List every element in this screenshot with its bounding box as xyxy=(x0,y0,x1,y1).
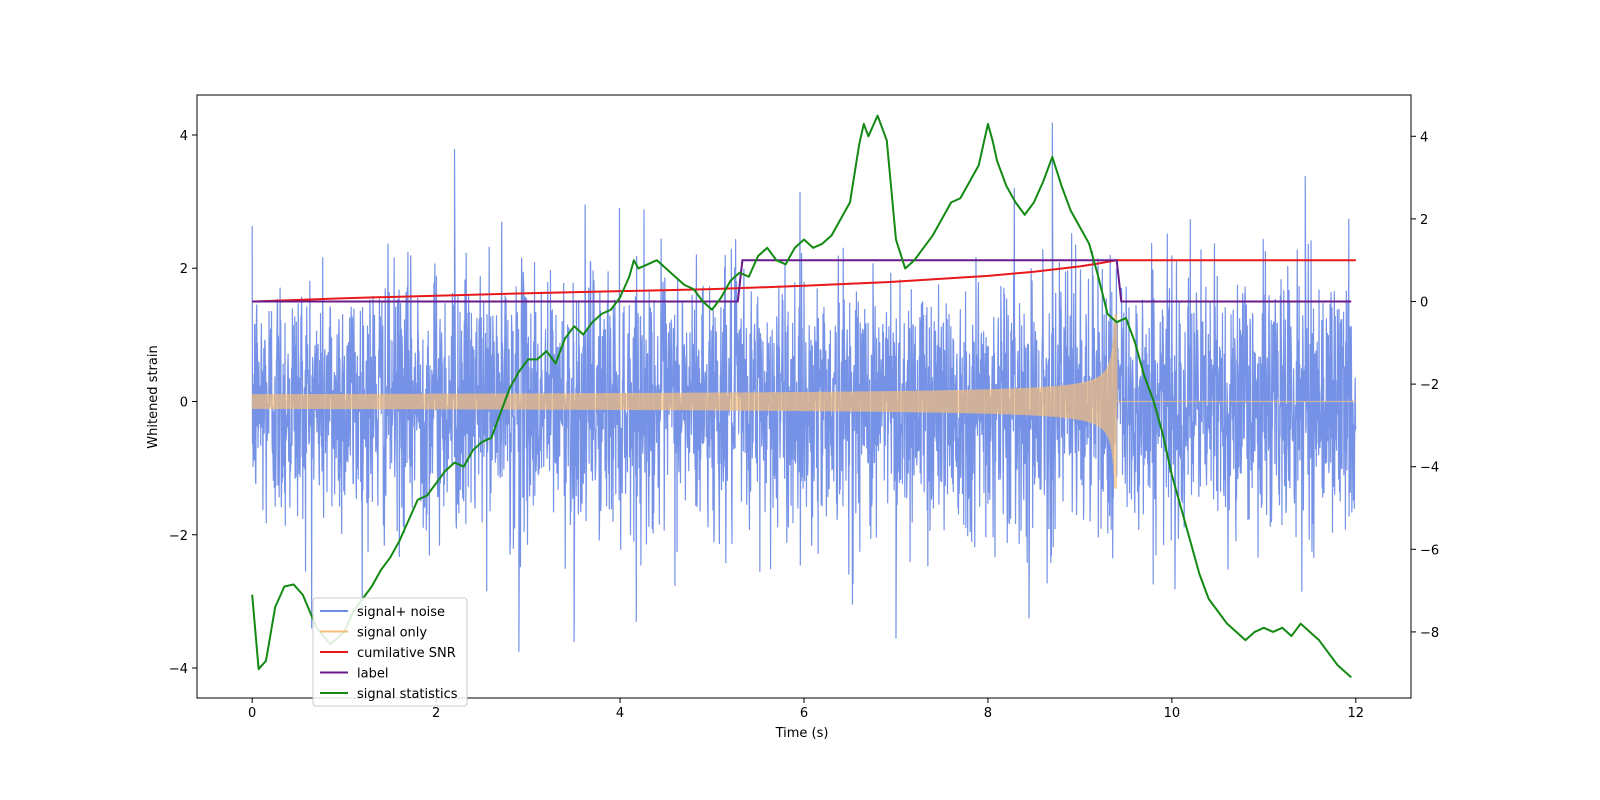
x-tick-label: 4 xyxy=(616,706,624,721)
y2-tick-label: −6 xyxy=(1420,543,1439,558)
x-tick-label: 6 xyxy=(800,706,808,721)
legend-item-signal-statistics: signal statistics xyxy=(320,687,458,702)
legend-item-label: label xyxy=(320,667,388,682)
legend-item-cumilative-snr: cumilative SNR xyxy=(320,646,456,661)
legend-label: cumilative SNR xyxy=(357,646,456,661)
legend-label: label xyxy=(357,667,388,682)
y-tick-label: 2 xyxy=(180,262,188,277)
legend-item-signal-only: signal only xyxy=(320,626,427,641)
y2-tick-label: 4 xyxy=(1420,130,1428,145)
legend-item-signal-noise: signal+ noise xyxy=(320,605,445,620)
legend-label: signal+ noise xyxy=(357,605,445,620)
series-label xyxy=(252,259,1352,303)
x-axis-label: Time (s) xyxy=(775,726,829,741)
x-tick-label: 12 xyxy=(1348,706,1365,721)
x-tick-label: 2 xyxy=(432,706,440,721)
y-tick-label: 0 xyxy=(180,395,188,410)
y-axis-label: Whitened strain xyxy=(146,345,161,448)
legend-label: signal statistics xyxy=(357,687,458,702)
y2-tick-label: −2 xyxy=(1420,378,1439,393)
x-tick-label: 0 xyxy=(248,706,256,721)
legend-label: signal only xyxy=(357,626,427,641)
x-tick-label: 10 xyxy=(1164,706,1181,721)
series-signal-statistics xyxy=(251,114,1352,679)
series-signal-plus-noise xyxy=(251,122,1357,652)
y-axis-left: −4 −2 0 2 4 xyxy=(169,129,197,677)
y-axis-right: −8 −6 −4 −2 0 2 4 xyxy=(1411,130,1439,641)
y-tick-label: −4 xyxy=(169,662,188,677)
y2-tick-label: 2 xyxy=(1420,213,1428,228)
y2-tick-label: −8 xyxy=(1420,626,1439,641)
legend-box xyxy=(312,597,468,707)
plot-series xyxy=(251,114,1357,679)
y2-tick-label: −4 xyxy=(1420,461,1439,476)
x-tick-label: 8 xyxy=(984,706,992,721)
series-signal-only xyxy=(251,314,1357,489)
legend: signal+ noise signal only cumilative SNR la… xyxy=(312,597,468,707)
y-tick-label: −2 xyxy=(169,529,188,544)
y-tick-label: 4 xyxy=(180,129,188,144)
y2-tick-label: 0 xyxy=(1420,296,1428,311)
